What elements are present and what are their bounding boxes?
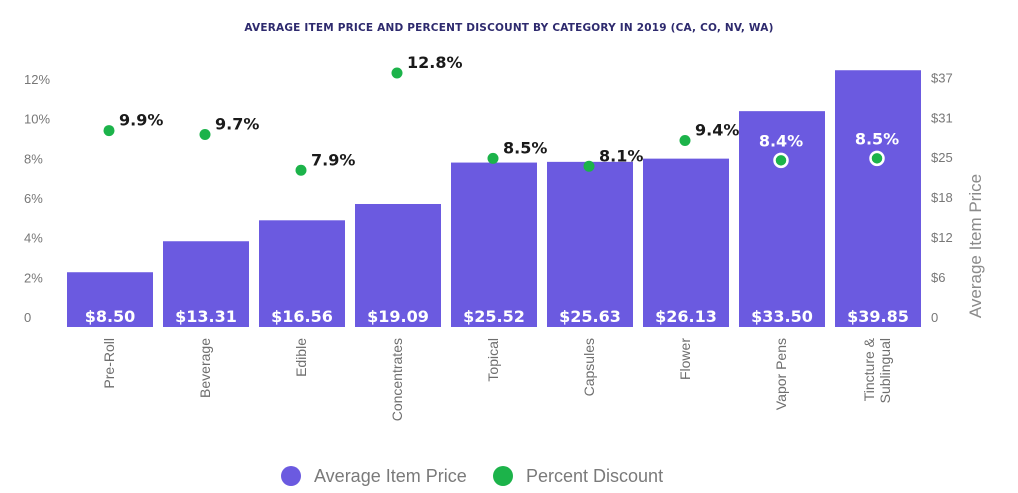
price-bar-label: $25.52 [463, 307, 525, 326]
discount-series: 9.9% 9.7% 7.9% 12.8% 8.5% 8.1% 9.4% 8.4% 8.5% [103, 53, 899, 176]
legend-label: Average Item Price [314, 466, 467, 486]
legend-label: Percent Discount [526, 466, 663, 486]
right-tick-label: $25 [931, 150, 953, 165]
left-tick-label: 4% [24, 231, 43, 246]
left-tick-label: 10% [24, 112, 50, 127]
category-label: Flower [677, 338, 693, 380]
right-tick-label: $37 [931, 70, 953, 85]
chart-title: AVERAGE ITEM PRICE AND PERCENT DISCOUNT … [244, 22, 773, 34]
discount-dot [773, 152, 789, 169]
discount-label: 8.4% [759, 131, 803, 150]
discount-dot [199, 129, 211, 141]
left-tick-label: 8% [24, 151, 43, 166]
left-axis: 0 2% 4% 6% 8% 10% 12% [24, 72, 50, 325]
right-tick-label: $6 [931, 270, 945, 285]
discount-label: 8.5% [503, 138, 547, 157]
category-label: Pre-Roll [101, 338, 117, 389]
left-tick-label: 12% [24, 72, 50, 87]
price-bar-label: $16.56 [271, 307, 333, 326]
left-tick-label: 2% [24, 270, 43, 285]
right-tick-label: 0 [931, 310, 938, 325]
category-label: Tincture & [861, 337, 877, 401]
discount-label: 8.5% [855, 129, 899, 148]
discount-dot [583, 160, 595, 172]
category-label: Capsules [581, 338, 597, 396]
bar-series: $8.50 $13.31 $16.56 $19.09 $25.52 $25.63 $26.1… [67, 70, 921, 328]
discount-label: 12.8% [407, 53, 463, 72]
discount-dot [487, 152, 499, 164]
discount-label: 8.1% [599, 146, 643, 165]
price-bar-label: $19.09 [367, 307, 429, 326]
price-bar [835, 70, 921, 328]
discount-dot [103, 125, 115, 137]
price-bar [163, 241, 249, 327]
legend-swatch-price [281, 466, 301, 486]
price-bar [739, 111, 825, 328]
discount-label: 9.9% [119, 111, 163, 130]
discount-label: 9.7% [215, 115, 259, 134]
category-labels: Pre-Roll Beverage Edible Concentrates Topica… [101, 337, 893, 421]
right-axis-label: Average Item Price [966, 174, 985, 318]
price-bar-label: $25.63 [559, 307, 621, 326]
discount-dot [295, 164, 307, 176]
price-bar-label: $33.50 [751, 307, 813, 326]
right-axis: 0 $6 $12 $18 $25 $31 $37 [931, 70, 953, 325]
price-bar-label: $39.85 [847, 307, 909, 326]
category-label: Topical [485, 338, 501, 382]
price-bar [67, 272, 153, 327]
price-bar [355, 203, 441, 327]
price-bar-label: $8.50 [85, 307, 136, 326]
price-bar [547, 161, 633, 327]
legend-swatch-discount [493, 466, 513, 486]
discount-label: 7.9% [311, 150, 355, 169]
price-bar-label: $13.31 [175, 307, 237, 326]
category-label: Edible [293, 338, 309, 377]
right-tick-label: $31 [931, 110, 953, 125]
left-tick-label: 0 [24, 310, 31, 325]
discount-dot [391, 67, 403, 79]
price-bar [451, 162, 537, 327]
discount-dot [869, 150, 885, 167]
price-bar [643, 158, 729, 327]
left-tick-label: 6% [24, 191, 43, 206]
right-tick-label: $12 [931, 230, 953, 245]
category-label: Beverage [197, 338, 213, 398]
category-label: Concentrates [389, 338, 405, 421]
price-bar [259, 220, 345, 327]
discount-label: 9.4% [695, 120, 739, 139]
right-tick-label: $18 [931, 190, 953, 205]
category-label: Sublingual [877, 338, 893, 403]
category-label: Vapor Pens [773, 338, 789, 410]
discount-dot [679, 134, 691, 146]
price-bar-label: $26.13 [655, 307, 717, 326]
legend: Average Item Price Percent Discount [281, 466, 663, 486]
